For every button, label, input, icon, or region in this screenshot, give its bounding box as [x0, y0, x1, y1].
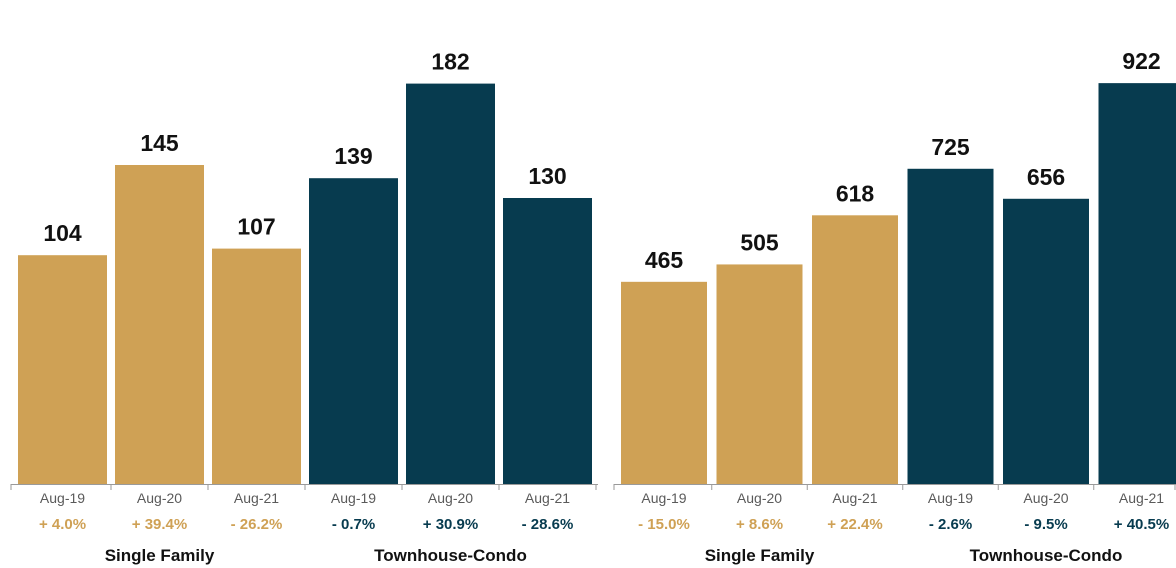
bar	[212, 248, 301, 484]
data-label: 145	[140, 130, 179, 156]
bar	[1003, 198, 1089, 485]
bar	[812, 215, 898, 484]
x-tick-label: Aug-19	[40, 490, 85, 506]
group-label: Townhouse-Condo	[970, 546, 1123, 565]
change-label: - 15.0%	[638, 516, 690, 533]
bar	[621, 281, 707, 484]
x-tick-label: Aug-19	[331, 490, 376, 506]
group-label: Single Family	[705, 546, 815, 565]
data-label: 139	[334, 143, 372, 169]
change-label: - 0.7%	[332, 516, 375, 533]
data-label: 725	[931, 134, 970, 160]
change-label: - 26.2%	[231, 516, 283, 533]
change-label: + 8.6%	[736, 516, 783, 533]
change-label: - 2.6%	[929, 516, 972, 533]
data-label: 656	[1027, 164, 1065, 190]
change-label: + 4.0%	[39, 516, 86, 533]
x-tick-label: Aug-21	[832, 490, 877, 506]
data-label: 922	[1122, 48, 1160, 74]
x-tick-label: Aug-20	[737, 490, 782, 506]
change-label: + 40.5%	[1114, 516, 1169, 533]
group-label: Single Family	[105, 546, 215, 565]
data-label: 182	[431, 49, 469, 75]
data-label: 130	[528, 163, 566, 189]
group-label: Townhouse-Condo	[374, 546, 527, 565]
data-label: 104	[43, 220, 82, 246]
bar	[1098, 83, 1176, 484]
bar	[115, 165, 204, 484]
x-tick-label: Aug-21	[1119, 490, 1164, 506]
change-label: + 30.9%	[423, 516, 478, 533]
change-label: + 22.4%	[827, 516, 882, 533]
bar	[503, 198, 592, 484]
x-tick-label: Aug-19	[641, 490, 686, 506]
x-tick-label: Aug-21	[525, 490, 570, 506]
bar	[18, 255, 107, 484]
change-label: - 28.6%	[522, 516, 574, 533]
x-tick-label: Aug-20	[137, 490, 182, 506]
data-label: 465	[645, 247, 684, 273]
bar	[716, 264, 803, 484]
x-tick-label: Aug-20	[1023, 490, 1068, 506]
x-tick-label: Aug-20	[428, 490, 473, 506]
bar	[406, 83, 495, 484]
change-label: + 39.4%	[132, 516, 187, 533]
change-label: - 9.5%	[1024, 516, 1067, 533]
data-label: 107	[237, 214, 275, 240]
data-label: 618	[836, 180, 875, 206]
x-tick-label: Aug-21	[234, 490, 279, 506]
bar	[907, 168, 994, 485]
x-tick-label: Aug-19	[928, 490, 973, 506]
data-label: 505	[740, 229, 779, 255]
bar	[309, 178, 398, 484]
